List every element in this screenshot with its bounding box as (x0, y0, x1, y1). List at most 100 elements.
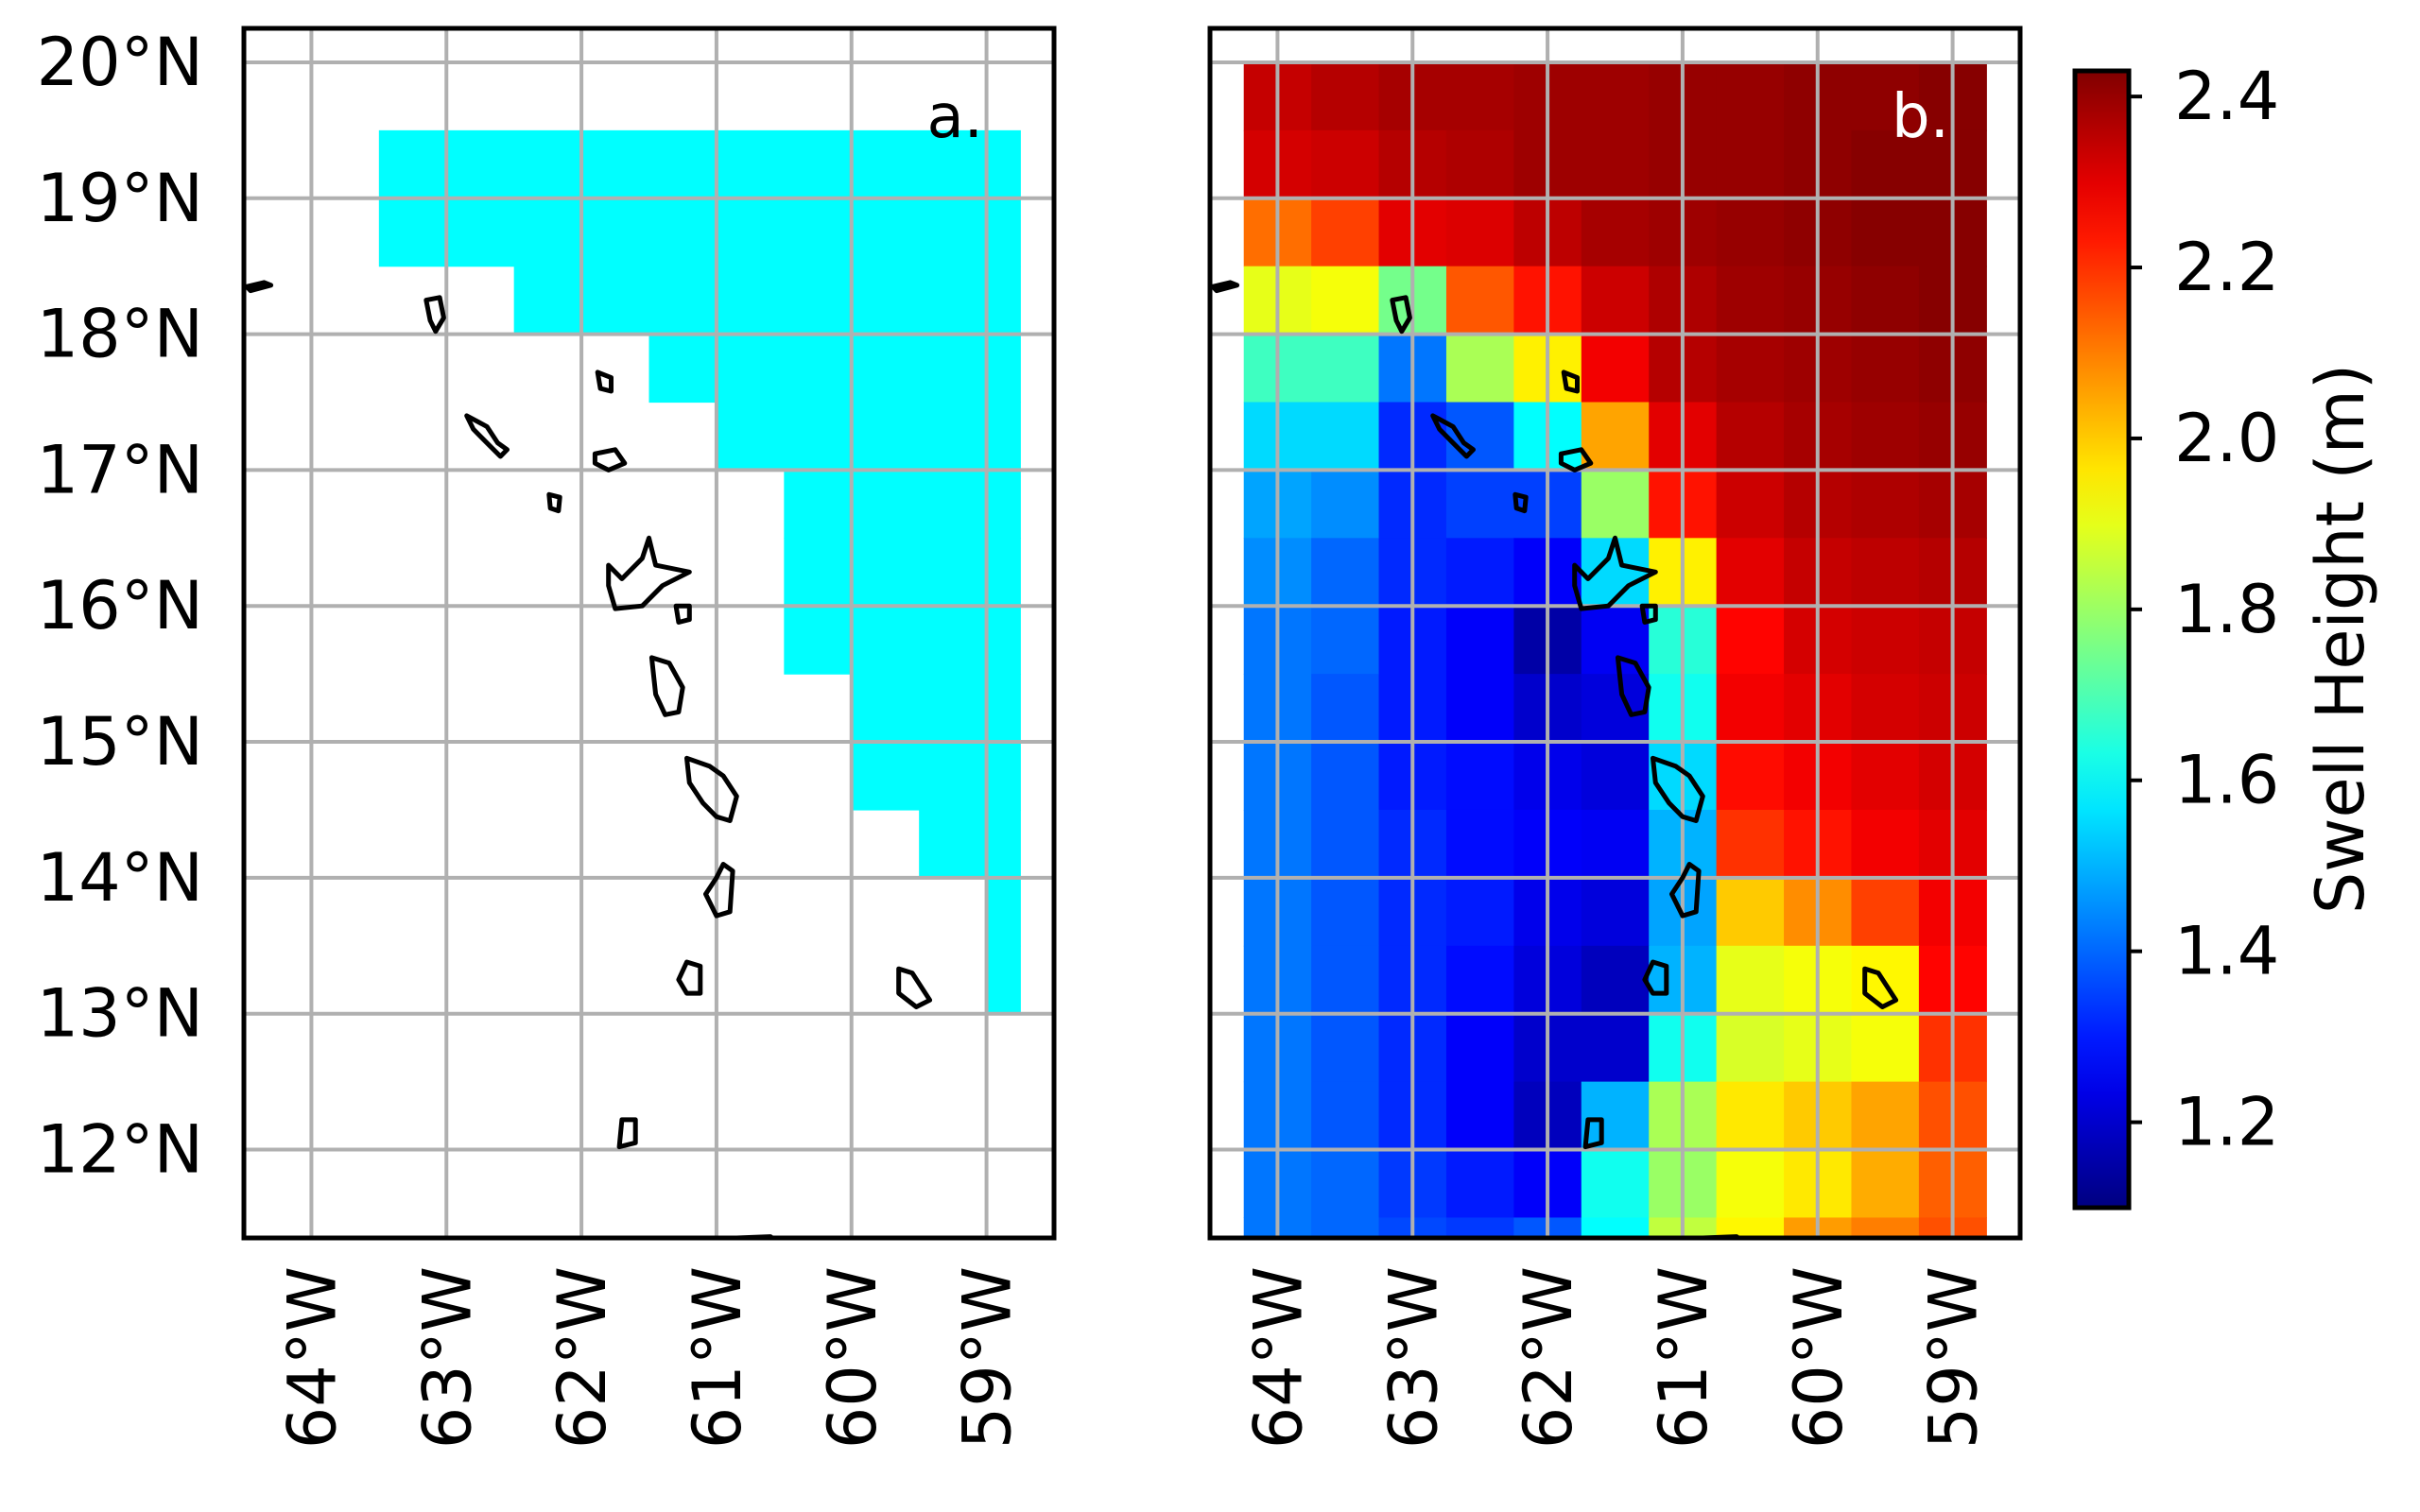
lat-tick-label: 20°N (37, 24, 203, 101)
heatmap-cell (1851, 61, 1920, 131)
island-martinique (1651, 755, 1705, 823)
heatmap-cell (1581, 129, 1650, 199)
lat-tick-label: 15°N (37, 703, 203, 781)
heatmap-cell (1716, 402, 1785, 472)
heatmap-cell (1311, 877, 1380, 947)
lon-tick-label: 60°W (1780, 1266, 1858, 1449)
island-barbados (896, 966, 933, 1009)
heatmap-cell (1311, 470, 1380, 539)
lon-tick-label: 63°W (1374, 1266, 1452, 1449)
panel-b-gridlines (1210, 28, 2020, 1238)
mask-cell-row-12 (986, 945, 1021, 1015)
island-st-kitts-nevis (464, 413, 510, 459)
heatmap-cell (1851, 742, 1920, 811)
island-grenada (616, 1117, 638, 1150)
mask-cell-row-2 (513, 266, 1021, 335)
panel-a-map: a. 20°N19°N18°N17°N16°N15°N14°N13°N12°N … (37, 24, 1057, 1449)
heatmap-cell (1445, 877, 1514, 947)
mask-cell-row-9 (851, 742, 1021, 811)
heatmap-cell (1311, 809, 1380, 879)
panel-b-frame (1207, 26, 2023, 1241)
heatmap-cell (1716, 129, 1785, 199)
heatmap-cell (1716, 1013, 1785, 1083)
colorbar-label: Swell Height (m) (2302, 364, 2379, 914)
colorbar-tick-label: 2.4 (2174, 58, 2279, 135)
heatmap-cell (1445, 945, 1514, 1015)
colorbar-tick-label: 1.2 (2174, 1084, 2279, 1161)
heatmap-cell (1445, 809, 1514, 879)
heatmap-cell (1445, 266, 1514, 335)
heatmap-cell (1716, 809, 1785, 879)
colorbar-tick-label: 1.8 (2174, 571, 2279, 648)
lat-tick-label: 17°N (37, 431, 203, 508)
heatmap-cell (1716, 198, 1785, 267)
heatmap-cell (1716, 1217, 1785, 1238)
mask-cell-row-11 (986, 877, 1021, 947)
heatmap-cell (1851, 198, 1920, 267)
heatmap-cell (1581, 809, 1650, 879)
heatmap-cell (1581, 198, 1650, 267)
colorbar-frame (2072, 68, 2132, 1211)
heatmap-cell (1716, 742, 1785, 811)
island-marie-galante (673, 603, 692, 625)
island-guadeloupe (606, 535, 692, 611)
panel-a-gridlines (244, 28, 1054, 1238)
colorbar-tick-label: 2.2 (2174, 229, 2279, 306)
heatmap-cell (1445, 198, 1514, 267)
heatmap-cell (1581, 402, 1650, 472)
colorbar-tick-label: 1.6 (2174, 742, 2279, 819)
heatmap-cell (1445, 1217, 1514, 1238)
panel-b-lon-labels: 64°W 63°W 62°W 61°W 60°W 59°W (1239, 1266, 1992, 1449)
island-martinique (684, 755, 739, 823)
heatmap-cell (1311, 402, 1380, 472)
heatmap-cell (1851, 402, 1920, 472)
heatmap-cell (1311, 1149, 1380, 1219)
heatmap-cell (1445, 1013, 1514, 1083)
heatmap-cell (1716, 334, 1785, 404)
heatmap-cell (1311, 266, 1380, 335)
heatmap-cell (1581, 1217, 1650, 1238)
heatmap-cell (1445, 606, 1514, 675)
island-montserrat (1512, 491, 1529, 514)
panel-a-lon-labels: 64°W 63°W 62°W 61°W 60°W 59°W (273, 1266, 1026, 1449)
heatmap-cell (1445, 674, 1514, 743)
heatmap-cell (1581, 1013, 1650, 1083)
heatmap-cell (1716, 61, 1785, 131)
island-st-vincent (1642, 959, 1669, 996)
panel-a-lat-labels: 20°N 19°N 18°N 17°N 16°N 15°N 14°N 13°N 12°N (37, 24, 203, 1189)
heatmap-cell (1581, 606, 1650, 675)
island-st-kitts-nevis (1430, 413, 1476, 459)
panel-a-label: a. (926, 82, 983, 152)
heatmap-cell (1716, 674, 1785, 743)
panel-b-heatmap-cells (1243, 61, 1987, 1238)
heatmap-cell (1851, 809, 1920, 879)
lat-tick-label: 13°N (37, 975, 203, 1053)
lon-tick-label: 64°W (273, 1266, 351, 1449)
island-dominica (648, 655, 685, 717)
heatmap-cell (1311, 1081, 1380, 1151)
heatmap-cell (1581, 266, 1650, 335)
heatmap-cell (1445, 1149, 1514, 1219)
island-guadeloupe (1572, 535, 1658, 611)
heatmap-cell (1445, 402, 1514, 472)
island-virgin-islands (244, 280, 274, 294)
mask-cell-row-8 (851, 674, 1021, 743)
heatmap-cell (1581, 470, 1650, 539)
heatmap-cell (1716, 606, 1785, 675)
mask-cell-row-10 (919, 809, 1021, 879)
island-barbuda (595, 369, 614, 394)
heatmap-cell (1851, 1013, 1920, 1083)
heatmap-cell (1716, 266, 1785, 335)
mask-cell-row-7 (784, 606, 1021, 675)
mask-cell-row-3 (648, 334, 1021, 404)
heatmap-cell (1311, 742, 1380, 811)
lon-tick-label: 59°W (949, 1266, 1027, 1449)
heatmap-cell (1716, 1081, 1785, 1151)
heatmap-cell (1445, 470, 1514, 539)
heatmap-cell (1581, 674, 1650, 743)
heatmap-cell (1311, 674, 1380, 743)
lon-tick-label: 62°W (1510, 1266, 1587, 1449)
heatmap-cell (1851, 129, 1920, 199)
mask-cell-row-5 (784, 470, 1021, 539)
